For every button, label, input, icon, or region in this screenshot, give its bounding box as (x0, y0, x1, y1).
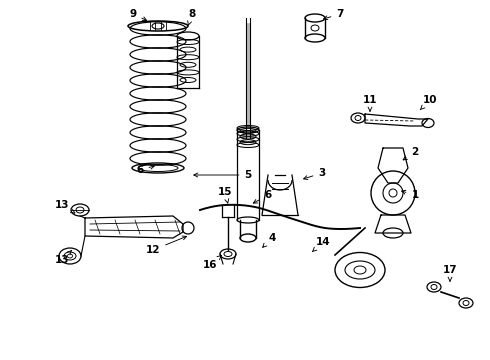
Text: 8: 8 (188, 9, 196, 25)
Text: 16: 16 (203, 255, 221, 270)
Text: 9: 9 (129, 9, 147, 21)
Text: 11: 11 (363, 95, 377, 111)
Text: 5: 5 (194, 170, 252, 180)
Text: 6: 6 (136, 165, 154, 175)
Text: 13: 13 (55, 200, 75, 213)
Text: 14: 14 (312, 237, 330, 252)
Text: 1: 1 (402, 190, 418, 200)
Text: 10: 10 (420, 95, 437, 110)
Text: 4: 4 (263, 233, 276, 247)
Text: 2: 2 (403, 147, 418, 160)
Text: 15: 15 (218, 187, 232, 203)
Text: 17: 17 (442, 265, 457, 281)
Text: 7: 7 (323, 9, 343, 20)
Text: 13: 13 (55, 250, 72, 265)
Text: 6: 6 (253, 190, 271, 203)
Text: 3: 3 (304, 168, 326, 180)
Text: 12: 12 (146, 236, 187, 255)
